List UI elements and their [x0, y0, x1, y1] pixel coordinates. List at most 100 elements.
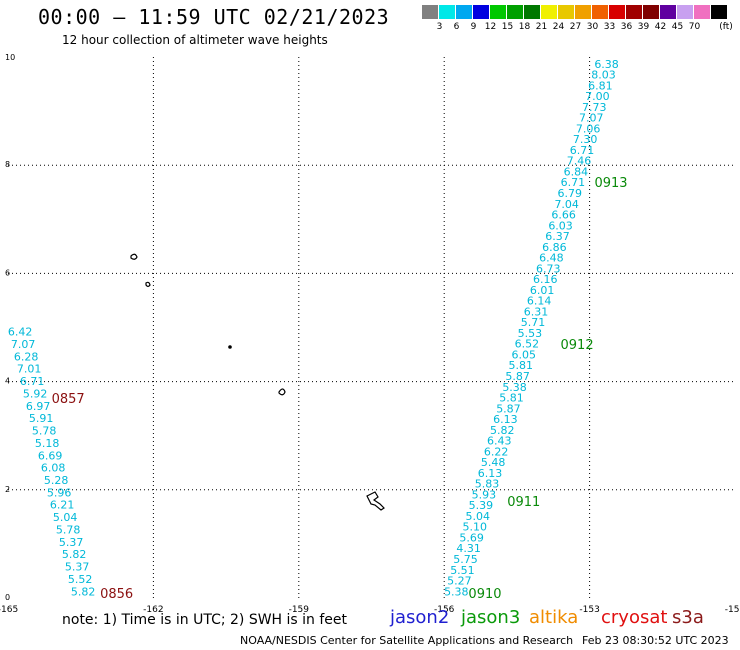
wave-height-value: 6.01 [530, 284, 555, 297]
wave-height-value: 7.01 [17, 363, 42, 376]
scale-swatch [490, 5, 507, 19]
y-tick-label: 4 [5, 377, 10, 386]
wave-height-value: 6.79 [558, 187, 583, 200]
wave-height-value: 5.82 [490, 424, 515, 437]
axis-ticks: -165 -162 -159 -156 -153 -150 0 2 4 6 8 10 [0, 53, 740, 615]
legend-cryosat: cryosat [601, 607, 668, 628]
wave-height-value: 6.69 [38, 449, 63, 462]
wave-height-value: 6.97 [26, 400, 51, 413]
time-marker: 0857 [52, 392, 85, 407]
page-title: 00:00 – 11:59 UTC 02/21/2023 [38, 5, 390, 29]
track-jason3: 5.385.275.515.754.315.695.105.045.395.93… [444, 58, 627, 602]
scale-label: 15 [501, 22, 514, 32]
wave-height-value: 6.16 [533, 273, 558, 286]
wave-height-value: 5.87 [505, 370, 530, 383]
scale-swatch [609, 5, 626, 19]
scale-label: 21 [535, 22, 548, 32]
scale-swatch [677, 5, 694, 19]
scale-swatch [694, 5, 711, 19]
credit-line: NOAA/NESDIS Center for Satellite Applica… [240, 634, 574, 647]
wave-height-value: 5.10 [462, 521, 487, 534]
scale-swatch [422, 5, 439, 19]
wave-height-value: 6.66 [551, 209, 576, 222]
wave-height-value: 7.46 [567, 155, 592, 168]
x-tick-label: -159 [289, 605, 310, 615]
map-grid [8, 57, 735, 598]
wave-height-value: 7.07 [11, 338, 36, 351]
wave-height-value: 7.73 [582, 101, 607, 114]
wave-height-value: 5.39 [469, 499, 494, 512]
wave-height-value: 5.38 [444, 585, 469, 598]
wave-height-value: 5.69 [459, 531, 484, 544]
wave-height-value: 7.00 [585, 90, 610, 103]
wave-height-value: 5.71 [521, 316, 546, 329]
wave-height-value: 5.82 [62, 548, 87, 561]
wave-height-value: 6.71 [570, 144, 595, 157]
wave-height-value: 6.13 [493, 413, 518, 426]
wave-height-value: 5.96 [47, 486, 72, 499]
wave-height-value: 5.48 [481, 456, 506, 469]
y-tick-label: 0 [5, 593, 10, 602]
island-dot [228, 345, 232, 349]
scale-label: 9 [470, 22, 477, 32]
wave-height-value: 6.22 [484, 445, 509, 458]
scale-label: 30 [586, 22, 599, 32]
scale-swatch [575, 5, 592, 19]
scale-label: 27 [569, 22, 582, 32]
island-small-b [145, 281, 151, 288]
scale-swatch [541, 5, 558, 19]
wave-height-value: 5.75 [453, 553, 478, 566]
wave-height-value: 6.71 [561, 176, 586, 189]
wave-height-value: 6.48 [539, 252, 564, 265]
wave-height-value: 5.91 [29, 412, 54, 425]
time-marker: 0913 [594, 176, 627, 191]
wave-height-value: 7.30 [573, 133, 598, 146]
scale-swatch [558, 5, 575, 19]
scale-swatch [524, 5, 541, 19]
scale-swatch [643, 5, 660, 19]
wave-height-value: 5.93 [472, 488, 497, 501]
wave-height-value: 5.81 [499, 392, 524, 405]
wave-height-value: 5.27 [447, 575, 472, 588]
scale-label: 39 [637, 22, 650, 32]
wave-height-value: 6.86 [542, 241, 567, 254]
x-tick-label: -153 [579, 605, 599, 615]
wave-height-value: 5.51 [450, 564, 475, 577]
time-marker: 0910 [468, 587, 501, 602]
scale-swatch [711, 5, 728, 19]
scale-label: 6 [453, 22, 460, 32]
scale-label: 12 [484, 22, 497, 32]
footer-note: note: 1) Time is in UTC; 2) SWH is in fe… [62, 612, 348, 628]
scale-swatch [592, 5, 609, 19]
x-tick-label: -165 [0, 605, 18, 615]
wave-height-value: 5.78 [56, 523, 81, 536]
y-tick-label: 6 [5, 268, 10, 277]
wave-height-value: 6.43 [487, 435, 512, 448]
wave-height-value: 6.28 [14, 350, 39, 363]
wave-height-value: 5.78 [32, 425, 57, 438]
wave-height-value: 6.31 [524, 305, 549, 318]
scale-label: 45 [671, 22, 684, 32]
wave-height-value: 6.03 [548, 219, 573, 232]
wave-height-value: 5.53 [518, 327, 543, 340]
wave-height-value: 5.83 [475, 478, 500, 491]
legend-altika: altika [529, 607, 579, 628]
scale-label: 33 [603, 22, 616, 32]
wave-height-value: 6.21 [50, 499, 75, 512]
wave-height-value: 6.08 [41, 462, 66, 475]
scale-swatch [507, 5, 524, 19]
wave-height-value: 7.06 [576, 122, 601, 135]
wave-height-value: 6.14 [527, 295, 552, 308]
time-marker: 0856 [100, 587, 133, 602]
wave-height-value: 5.87 [496, 402, 521, 415]
scale-label: 36 [620, 22, 633, 32]
wave-height-value: 5.52 [68, 573, 93, 586]
wave-height-value: 6.38 [594, 58, 619, 71]
wave-height-value: 5.04 [466, 510, 491, 523]
generated-timestamp: Feb 23 08:30:52 UTC 2023 [582, 634, 729, 647]
wave-height-value: 6.73 [536, 262, 561, 275]
wave-height-value: 6.42 [8, 326, 33, 339]
page-subtitle: 12 hour collection of altimeter wave hei… [62, 33, 328, 47]
scale-swatch [626, 5, 643, 19]
